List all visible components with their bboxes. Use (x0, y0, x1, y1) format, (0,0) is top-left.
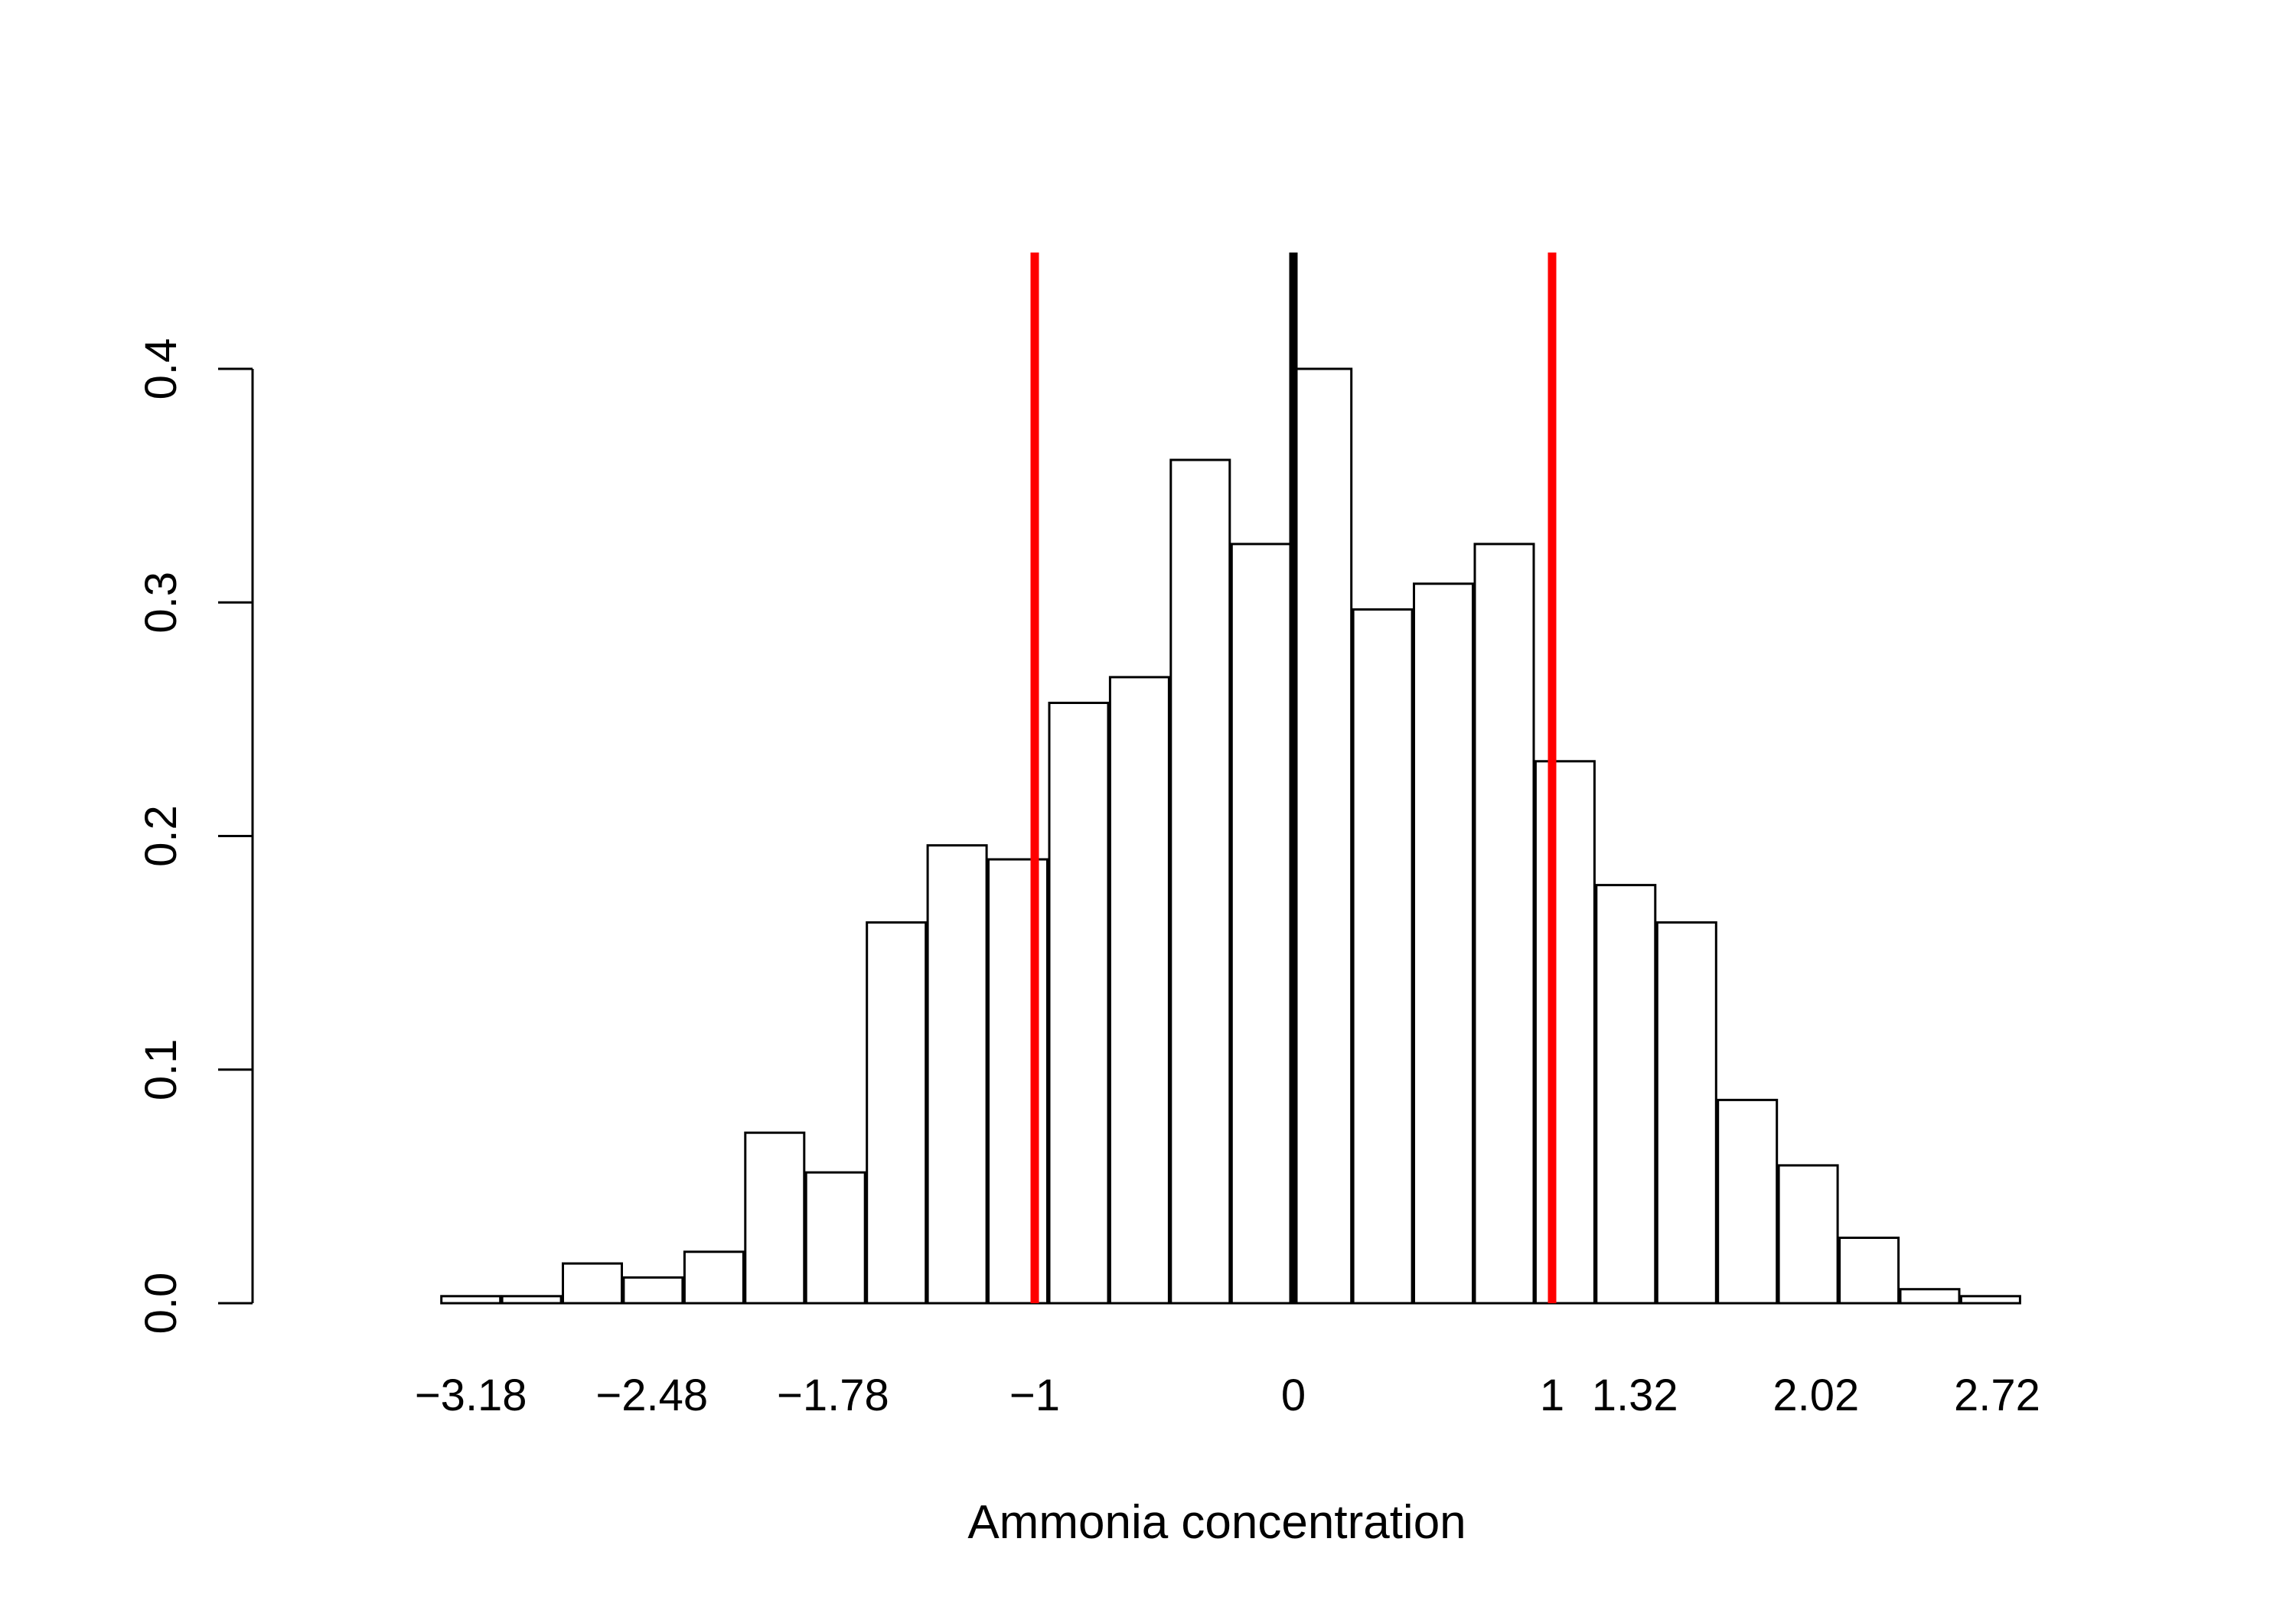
histogram-bar (501, 1295, 563, 1305)
x-tick-label: 1 (1540, 1371, 1564, 1420)
x-tick-label: 1.32 (1592, 1371, 1678, 1420)
histogram-bar (1595, 884, 1657, 1305)
histogram-bar (866, 921, 928, 1305)
x-axis-label: Ammonia concentration (967, 1496, 1466, 1549)
histogram-bar (1717, 1098, 1779, 1305)
histogram-bar (744, 1131, 806, 1305)
x-tick-label: 2.02 (1773, 1371, 1859, 1420)
histogram-bar (1169, 458, 1231, 1305)
histogram-bar (1291, 367, 1353, 1305)
x-tick-label: −2.48 (595, 1371, 708, 1420)
histogram-bar (1230, 543, 1292, 1305)
x-tick-label: −3.18 (415, 1371, 527, 1420)
histogram-bar (622, 1276, 684, 1305)
histogram-bar (1777, 1164, 1839, 1305)
histogram-bar (1352, 608, 1414, 1305)
histogram-bar (440, 1295, 502, 1305)
y-tick-label: 0.3 (136, 572, 186, 634)
histogram-bar (804, 1171, 866, 1305)
histogram-bar (1838, 1237, 1900, 1305)
histogram-bar (1534, 760, 1596, 1305)
histogram-bar (1959, 1295, 2021, 1305)
histogram-bar (1108, 676, 1170, 1305)
y-tick-label: 0.4 (136, 338, 186, 400)
x-tick-label: 0 (1281, 1371, 1306, 1420)
reference-lines-group (1030, 253, 1557, 1303)
histogram-bar (1655, 921, 1717, 1305)
y-tick-label: 0.1 (136, 1038, 186, 1100)
histogram-bar (683, 1250, 745, 1305)
x-tick-label: −1.78 (777, 1371, 889, 1420)
x-tick-label: −1 (1009, 1371, 1060, 1420)
histogram-bar (926, 844, 988, 1305)
histogram-bar (1899, 1288, 1961, 1305)
x-tick-label: 2.72 (1954, 1371, 2040, 1420)
y-axis: 0.0 0.1 0.2 0.3 0.4 (136, 338, 254, 1335)
x-tick-labels: −3.18 −2.48 −1.78 −1 0 1 1.32 2.02 2.72 (415, 1371, 2040, 1420)
histogram-bar (1048, 702, 1110, 1305)
histogram-bar (1473, 543, 1535, 1305)
y-tick-label: 0.2 (136, 805, 186, 867)
histogram-bar (1413, 582, 1474, 1305)
histogram-bar (562, 1262, 623, 1305)
y-tick-label: 0.0 (136, 1273, 186, 1335)
